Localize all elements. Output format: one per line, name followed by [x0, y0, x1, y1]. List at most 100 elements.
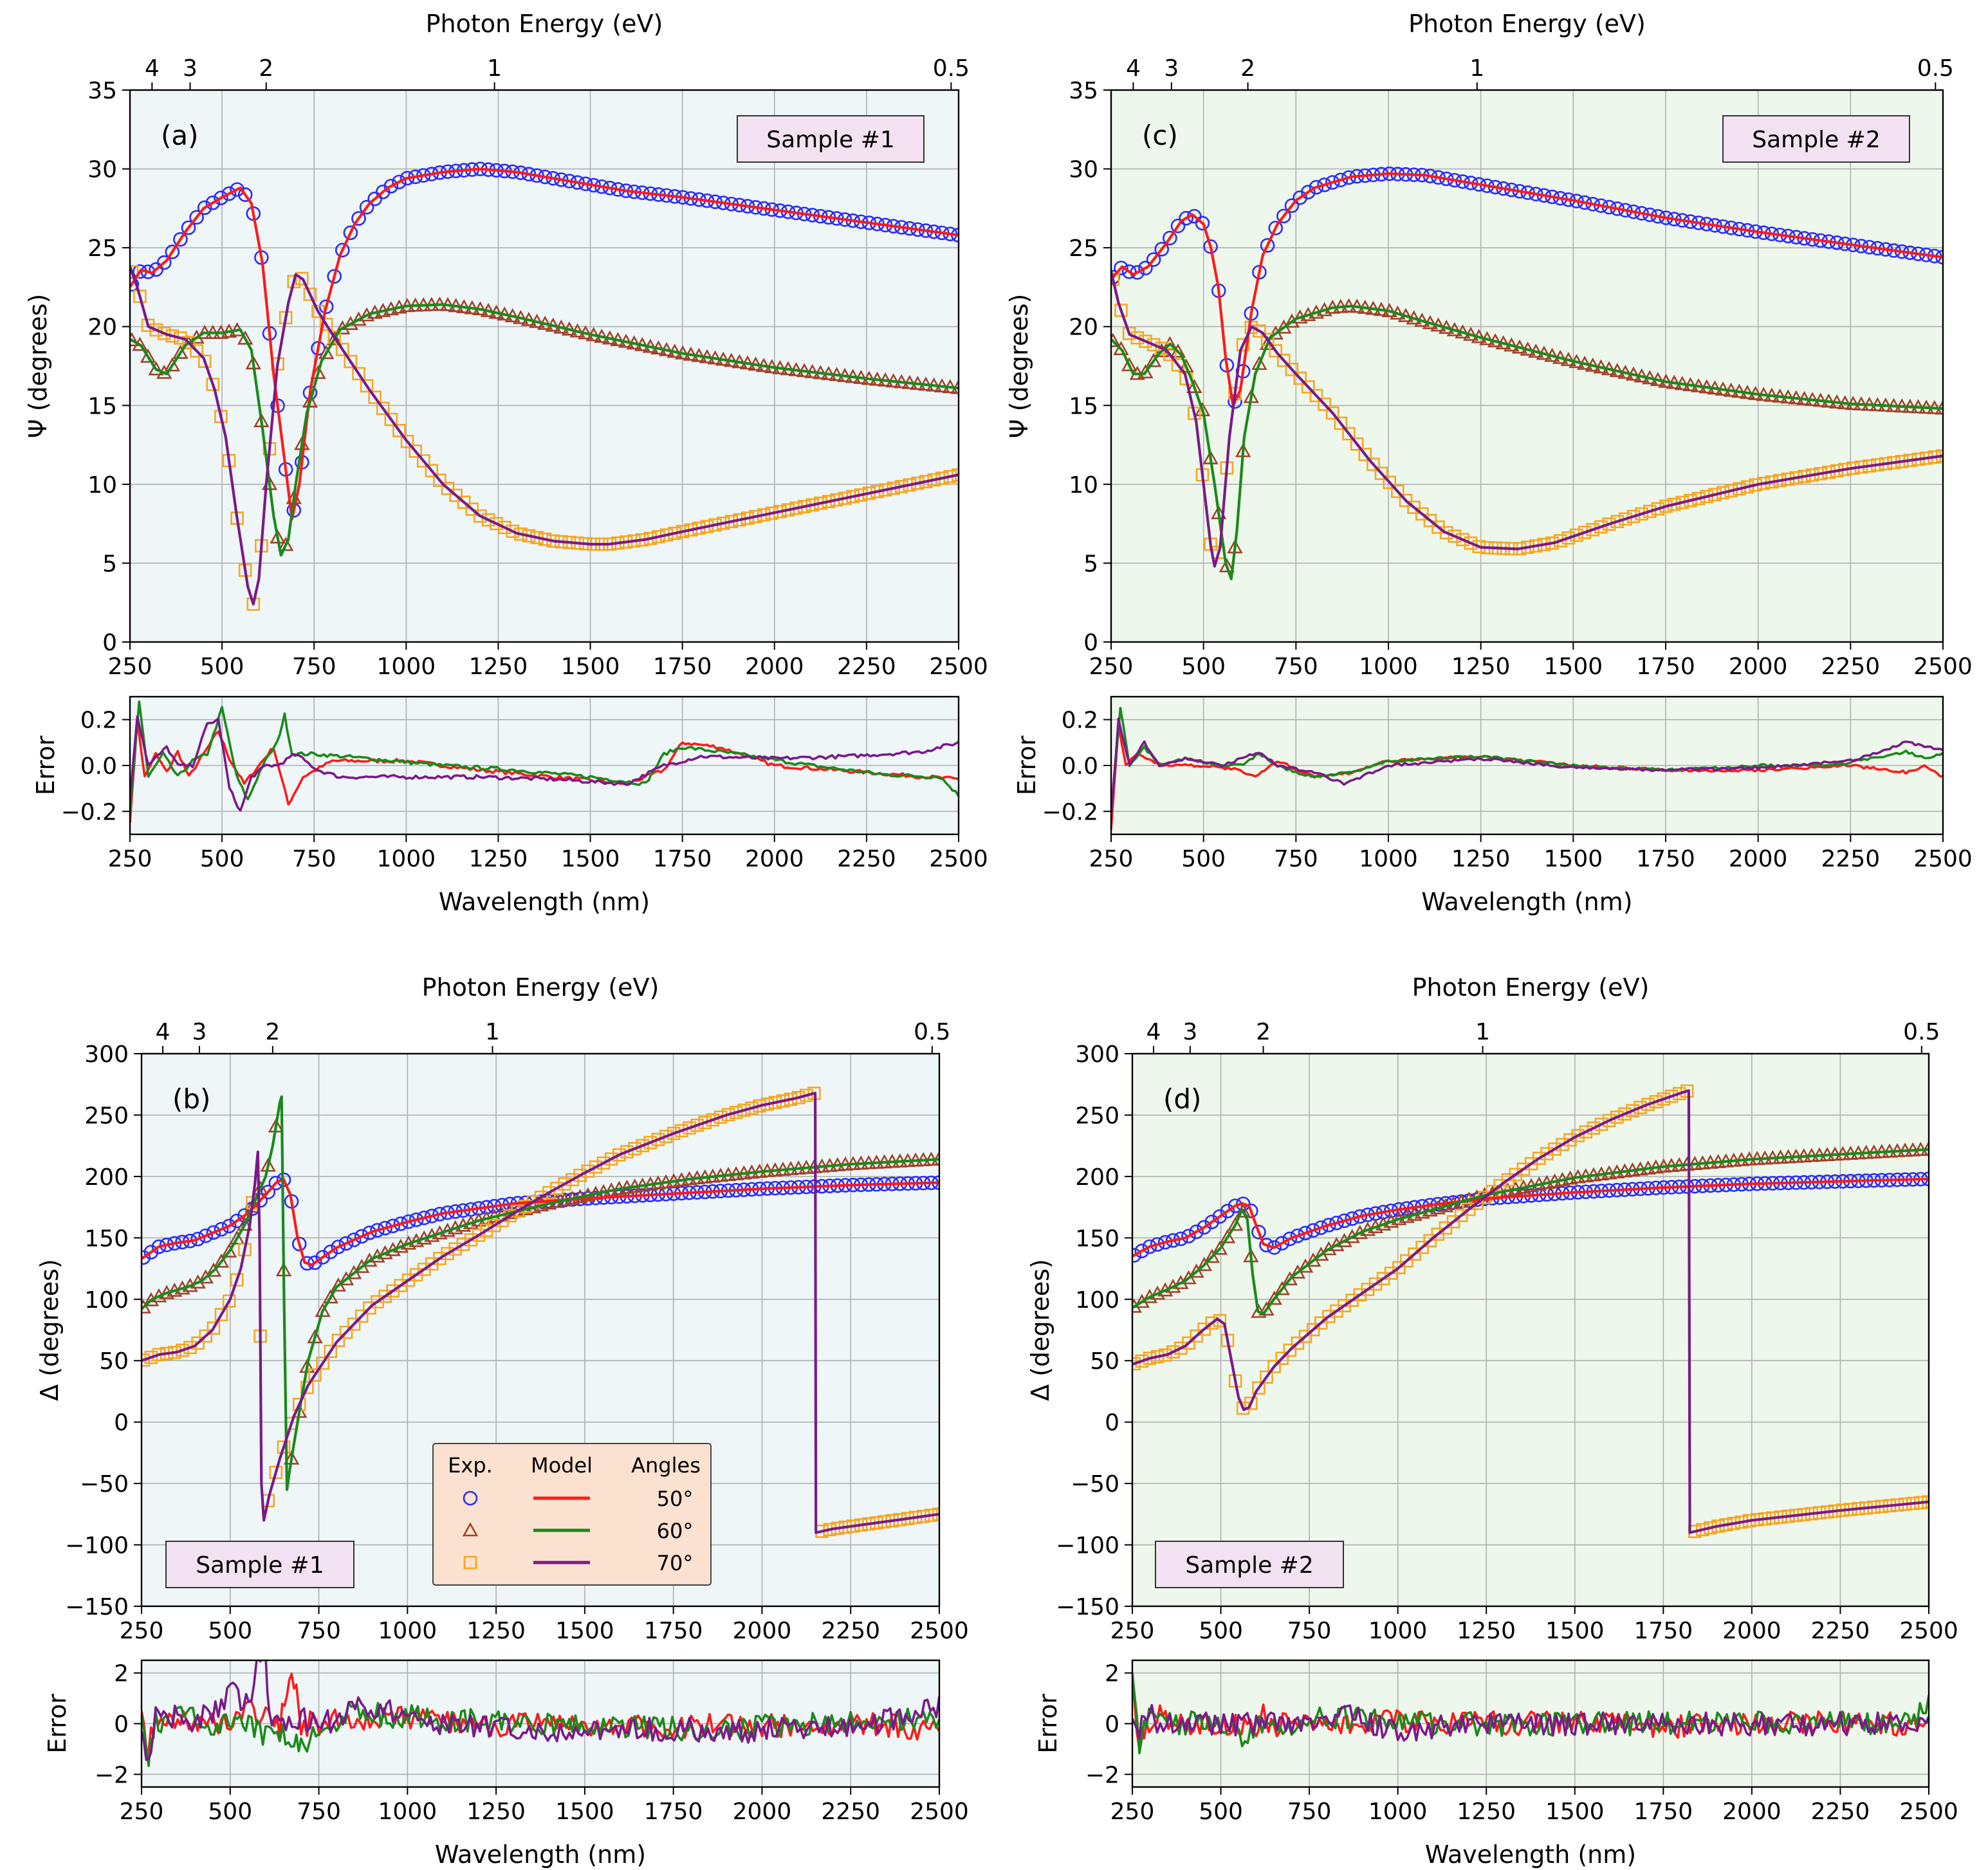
data-point	[1274, 1281, 1290, 1296]
data-point	[636, 1139, 650, 1153]
error-y-label: Error	[43, 1694, 71, 1754]
data-point	[295, 271, 309, 286]
data-point	[205, 195, 221, 210]
x-axis-label: Wavelength (nm)	[1425, 1840, 1636, 1869]
data-point	[441, 1247, 454, 1261]
data-point	[1220, 1204, 1235, 1219]
top-tick-label: 3	[183, 55, 198, 82]
data-point	[1374, 466, 1388, 481]
data-point	[1643, 504, 1657, 518]
data-point	[1227, 1216, 1244, 1231]
data-point	[698, 1115, 712, 1130]
data-point	[1252, 1381, 1266, 1395]
data-point	[1179, 210, 1193, 226]
data-point	[1157, 1234, 1173, 1250]
error-x-tick-label: 2500	[910, 1799, 969, 1825]
data-point	[1556, 1137, 1569, 1151]
data-point	[1170, 218, 1186, 234]
top-tick-label: 0.5	[1917, 55, 1954, 82]
data-point	[581, 1164, 595, 1178]
data-point	[1680, 1084, 1694, 1098]
data-point	[409, 445, 422, 458]
data-point	[359, 199, 374, 215]
x-tick-label: 1250	[1451, 654, 1511, 680]
data-point	[331, 1334, 345, 1348]
data-point	[1391, 484, 1404, 499]
sample-label: Sample #1	[766, 127, 895, 153]
data-point	[706, 1113, 720, 1127]
legend-marker	[463, 1490, 478, 1506]
data-point	[1135, 1354, 1149, 1368]
data-point	[1276, 208, 1291, 224]
data-point	[1334, 416, 1348, 430]
data-point	[237, 1216, 253, 1231]
top-tick-label: 1	[487, 55, 502, 82]
data-point	[1626, 509, 1641, 524]
data-point	[214, 1308, 228, 1321]
sample-box	[1722, 115, 1910, 163]
x-tick-label: 2500	[1913, 654, 1973, 680]
y-tick-label: 35	[87, 78, 117, 104]
data-point	[1318, 398, 1331, 411]
x-tick-label: 1750	[1636, 654, 1695, 680]
y-tick-label: 300	[84, 1041, 129, 1068]
data-point	[1163, 230, 1177, 246]
data-point	[151, 1239, 167, 1254]
data-point	[207, 1321, 221, 1335]
data-point	[198, 354, 212, 368]
error-y-tick-label: 2	[1105, 1661, 1119, 1687]
data-point	[1456, 533, 1469, 547]
data-point	[1121, 264, 1137, 279]
data-point	[347, 1317, 361, 1331]
data-point	[1275, 1236, 1290, 1251]
data-point	[534, 1190, 548, 1204]
data-point	[205, 1262, 222, 1277]
data-point	[164, 357, 181, 372]
data-point	[721, 1108, 735, 1121]
data-point	[1464, 536, 1478, 550]
data-point	[1548, 1142, 1561, 1156]
top-tick-label: 2	[1240, 55, 1255, 82]
data-point	[144, 1350, 158, 1364]
data-point	[457, 495, 471, 509]
error-x-tick-label: 750	[1274, 846, 1318, 872]
legend-box	[432, 1443, 712, 1586]
error-line-50°	[130, 717, 959, 823]
top-tick-label: 0.5	[1903, 1019, 1940, 1045]
data-point	[1610, 515, 1624, 529]
data-point	[1602, 1114, 1616, 1128]
data-point	[1114, 304, 1128, 317]
y-tick-label: 0	[1105, 1410, 1119, 1436]
data-point	[1578, 526, 1592, 539]
error-series	[142, 1660, 939, 1767]
error-x-tick-label: 1750	[1636, 846, 1695, 872]
top-axis-title: Photon Energy (eV)	[1412, 973, 1650, 1002]
error-x-tick-label: 500	[1199, 1799, 1243, 1825]
error-x-tick-label: 1750	[653, 846, 712, 872]
data-point	[141, 318, 155, 332]
data-point	[464, 1233, 478, 1247]
data-point	[1285, 362, 1299, 376]
plot-frame	[129, 89, 960, 643]
y-tick-label: 5	[1083, 551, 1098, 577]
data-point	[336, 342, 349, 356]
data-point	[237, 187, 253, 202]
x-tick-label: 2250	[837, 654, 896, 680]
error-x-tick-label: 1250	[466, 1799, 526, 1825]
data-point	[1317, 178, 1332, 192]
data-point	[269, 1465, 283, 1480]
data-point	[1532, 1151, 1546, 1165]
data-point	[416, 1210, 432, 1225]
x-tick-label: 1000	[377, 654, 436, 680]
data-point	[230, 1273, 244, 1287]
data-point	[1138, 261, 1153, 276]
x-tick-label: 1500	[1545, 1618, 1605, 1644]
data-point	[343, 225, 358, 241]
data-point	[1579, 1125, 1593, 1139]
data-point	[165, 329, 179, 343]
panel-c: 250 500 750 1000 1250 1500 1750 2000 2250 2500051…	[1005, 10, 1973, 916]
y-tick-label: 0	[102, 630, 117, 656]
data-point	[1267, 1240, 1282, 1255]
data-point	[1190, 1329, 1203, 1343]
